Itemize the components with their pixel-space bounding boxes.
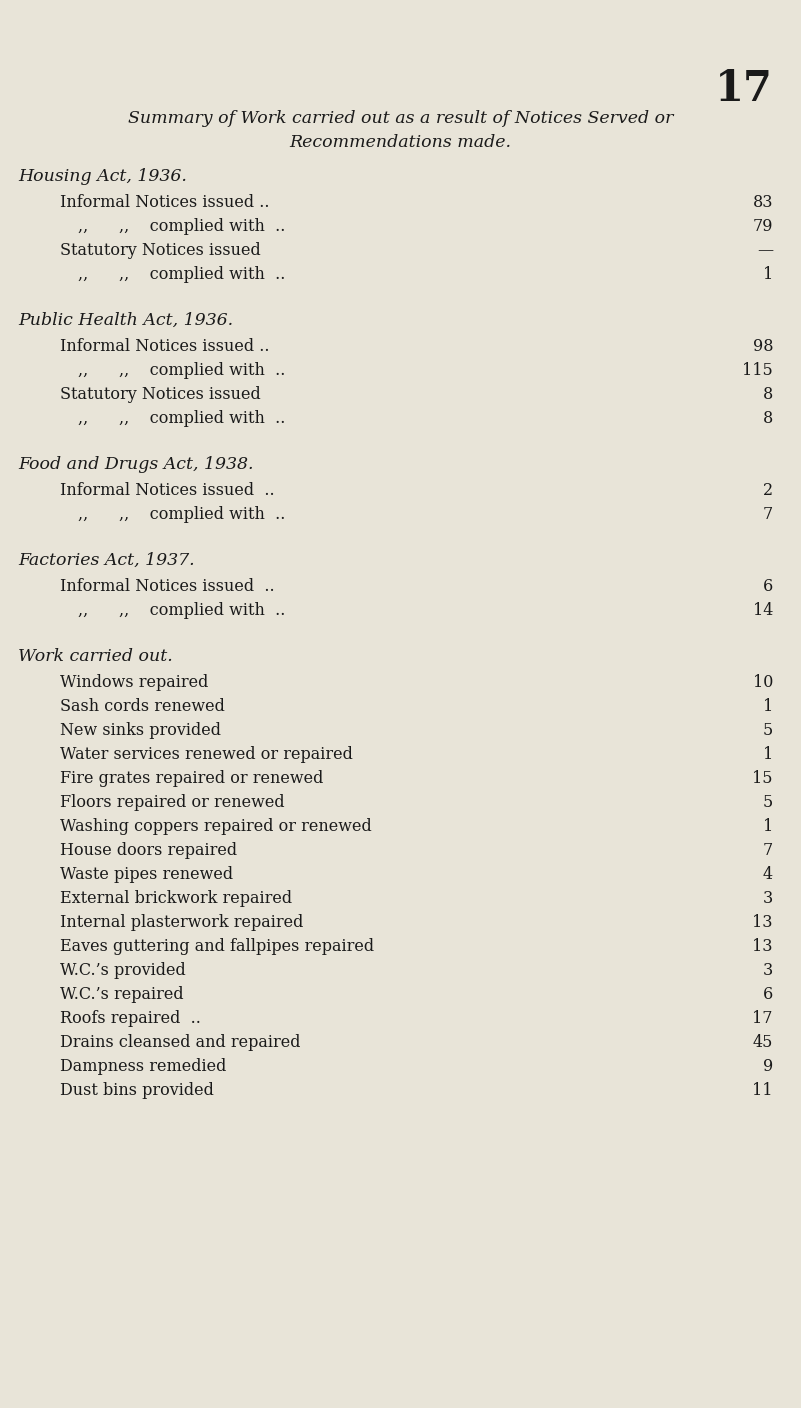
Text: 14: 14 (753, 603, 773, 620)
Text: 8: 8 (763, 410, 773, 427)
Text: 45: 45 (753, 1033, 773, 1050)
Text: W.C.’s repaired: W.C.’s repaired (60, 986, 183, 1002)
Text: ,,      ,,    complied with  ..: ,, ,, complied with .. (78, 603, 285, 620)
Text: 1: 1 (763, 266, 773, 283)
Text: 11: 11 (752, 1081, 773, 1100)
Text: Housing Act, 1936.: Housing Act, 1936. (18, 168, 187, 184)
Text: 2: 2 (763, 482, 773, 498)
Text: 6: 6 (763, 986, 773, 1002)
Text: Informal Notices issued  ..: Informal Notices issued .. (60, 579, 275, 596)
Text: Informal Notices issued  ..: Informal Notices issued .. (60, 482, 275, 498)
Text: 13: 13 (752, 914, 773, 931)
Text: ,,      ,,    complied with  ..: ,, ,, complied with .. (78, 505, 285, 522)
Text: 15: 15 (752, 770, 773, 787)
Text: Food and Drugs Act, 1938.: Food and Drugs Act, 1938. (18, 456, 253, 473)
Text: 5: 5 (763, 722, 773, 739)
Text: ,,      ,,    complied with  ..: ,, ,, complied with .. (78, 410, 285, 427)
Text: W.C.’s provided: W.C.’s provided (60, 962, 186, 979)
Text: Statutory Notices issued: Statutory Notices issued (60, 242, 261, 259)
Text: 98: 98 (752, 338, 773, 355)
Text: Informal Notices issued ..: Informal Notices issued .. (60, 194, 269, 211)
Text: 1: 1 (763, 698, 773, 715)
Text: 79: 79 (752, 218, 773, 235)
Text: ,,      ,,    complied with  ..: ,, ,, complied with .. (78, 218, 285, 235)
Text: 6: 6 (763, 579, 773, 596)
Text: Water services renewed or repaired: Water services renewed or repaired (60, 746, 353, 763)
Text: 1: 1 (763, 746, 773, 763)
Text: Waste pipes renewed: Waste pipes renewed (60, 866, 233, 883)
Text: 10: 10 (753, 674, 773, 691)
Text: Internal plasterwork repaired: Internal plasterwork repaired (60, 914, 304, 931)
Text: 5: 5 (763, 794, 773, 811)
Text: 115: 115 (743, 362, 773, 379)
Text: External brickwork repaired: External brickwork repaired (60, 890, 292, 907)
Text: Drains cleansed and repaired: Drains cleansed and repaired (60, 1033, 300, 1050)
Text: ,,      ,,    complied with  ..: ,, ,, complied with .. (78, 266, 285, 283)
Text: —: — (757, 242, 773, 259)
Text: 17: 17 (752, 1010, 773, 1026)
Text: 7: 7 (763, 505, 773, 522)
Text: Factories Act, 1937.: Factories Act, 1937. (18, 552, 195, 569)
Text: Dust bins provided: Dust bins provided (60, 1081, 214, 1100)
Text: Roofs repaired  ..: Roofs repaired .. (60, 1010, 201, 1026)
Text: Summary of Work carried out as a result of Notices Served or: Summary of Work carried out as a result … (128, 110, 673, 127)
Text: 7: 7 (763, 842, 773, 859)
Text: Public Health Act, 1936.: Public Health Act, 1936. (18, 313, 233, 329)
Text: Windows repaired: Windows repaired (60, 674, 208, 691)
Text: 9: 9 (763, 1057, 773, 1074)
Text: Work carried out.: Work carried out. (18, 648, 173, 665)
Text: New sinks provided: New sinks provided (60, 722, 221, 739)
Text: 17: 17 (715, 68, 773, 110)
Text: Floors repaired or renewed: Floors repaired or renewed (60, 794, 284, 811)
Text: 8: 8 (763, 386, 773, 403)
Text: 13: 13 (752, 938, 773, 955)
Text: Fire grates repaired or renewed: Fire grates repaired or renewed (60, 770, 324, 787)
Text: 1: 1 (763, 818, 773, 835)
Text: 3: 3 (763, 962, 773, 979)
Text: Dampness remedied: Dampness remedied (60, 1057, 227, 1074)
Text: Washing coppers repaired or renewed: Washing coppers repaired or renewed (60, 818, 372, 835)
Text: 4: 4 (763, 866, 773, 883)
Text: 3: 3 (763, 890, 773, 907)
Text: Statutory Notices issued: Statutory Notices issued (60, 386, 261, 403)
Text: Eaves guttering and fallpipes repaired: Eaves guttering and fallpipes repaired (60, 938, 374, 955)
Text: Recommendations made.: Recommendations made. (289, 134, 512, 151)
Text: Sash cords renewed: Sash cords renewed (60, 698, 225, 715)
Text: 83: 83 (752, 194, 773, 211)
Text: House doors repaired: House doors repaired (60, 842, 237, 859)
Text: Informal Notices issued ..: Informal Notices issued .. (60, 338, 269, 355)
Text: ,,      ,,    complied with  ..: ,, ,, complied with .. (78, 362, 285, 379)
